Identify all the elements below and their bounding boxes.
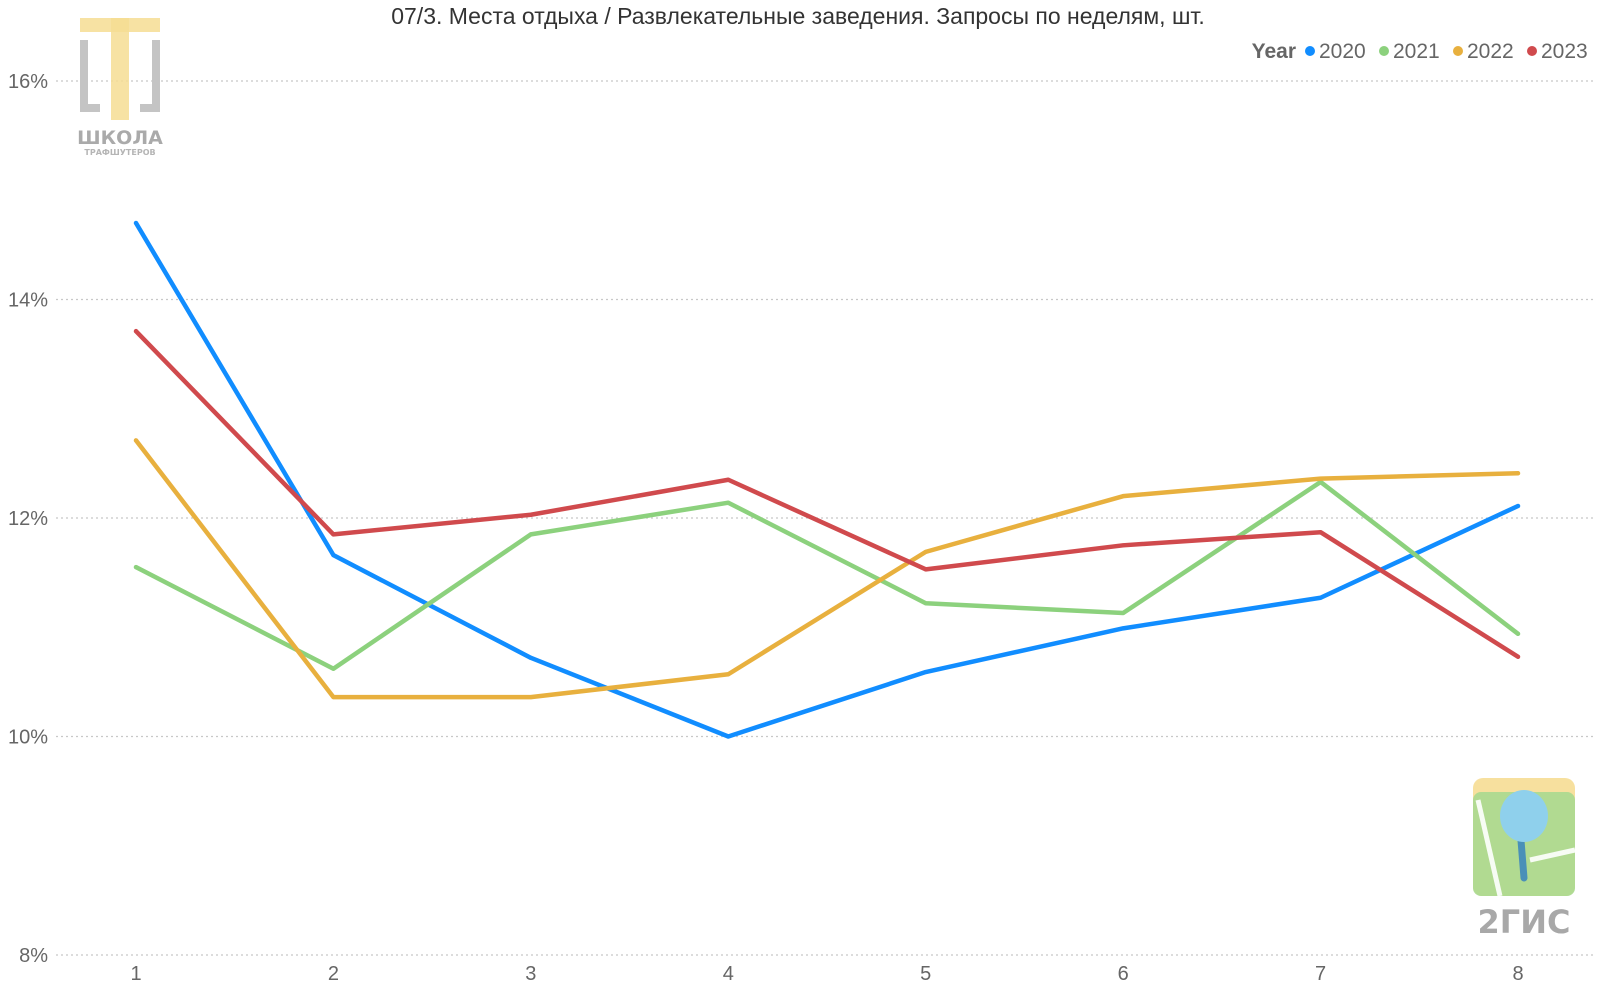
legend-label-2023: 2023 (1541, 40, 1588, 63)
data-point-2023-2 (331, 532, 336, 537)
y-tick-label: 10% (8, 727, 48, 749)
gis-logo-text: 2ГИС (1478, 903, 1571, 941)
x-tick-label: 5 (920, 963, 931, 985)
data-point-2022-1 (134, 438, 138, 443)
data-point-2021-1 (134, 565, 138, 570)
data-point-2022-2 (331, 695, 336, 700)
data-point-2021-4 (726, 500, 731, 505)
data-point-2023-3 (528, 512, 533, 517)
series-line-2022 (133, 438, 1521, 700)
data-point-2020-7 (1318, 595, 1323, 600)
y-tick-label: 12% (8, 508, 48, 530)
y-tick-label: 8% (19, 945, 48, 967)
y-tick-label: 16% (8, 71, 48, 93)
x-tick-label: 6 (1118, 963, 1129, 985)
data-point-2022-3 (528, 695, 533, 700)
data-point-2021-2 (331, 666, 336, 671)
x-tick-label: 3 (525, 963, 536, 985)
data-point-2023-5 (923, 567, 928, 572)
series-line-2021 (133, 479, 1521, 672)
x-tick-label: 2 (328, 963, 339, 985)
data-point-2020-8 (1516, 503, 1520, 508)
legend-marker-2022 (1453, 46, 1463, 56)
gis-logo: 2ГИС (1473, 778, 1576, 941)
legend-label-2020: 2020 (1319, 40, 1366, 63)
data-point-2021-5 (923, 601, 928, 606)
data-point-2021-8 (1516, 631, 1520, 636)
x-tick-label: 1 (130, 963, 141, 985)
data-point-2020-1 (134, 221, 138, 226)
data-point-2023-7 (1318, 530, 1323, 535)
data-point-2022-4 (726, 672, 731, 677)
data-point-2020-3 (528, 655, 533, 660)
gis-logo-pin-head (1500, 790, 1548, 842)
legend-label-2021: 2021 (1393, 40, 1440, 63)
legend-marker-2020 (1305, 46, 1315, 56)
chart-title: 07/3. Места отдыха / Развлекательные зав… (391, 3, 1205, 29)
x-axis-ticks: 1 2 3 4 5 6 7 8 (130, 963, 1523, 985)
data-point-2022-8 (1516, 471, 1520, 476)
data-point-2023-8 (1516, 654, 1520, 659)
school-logo-stem (111, 18, 129, 120)
data-point-2020-6 (1121, 626, 1126, 631)
x-tick-label: 7 (1315, 963, 1326, 985)
data-point-2020-4 (726, 734, 731, 739)
series-line-2023 (133, 328, 1521, 659)
data-point-2023-1 (134, 329, 138, 334)
legend-title: Year (1252, 40, 1296, 63)
school-logo-text: ШКОЛА (77, 127, 163, 149)
series-line-2020 (133, 220, 1521, 739)
data-point-2020-2 (331, 553, 336, 558)
data-point-2023-4 (726, 477, 731, 482)
data-point-2020-5 (923, 670, 928, 675)
legend-marker-2021 (1379, 46, 1389, 56)
data-point-2022-5 (923, 549, 928, 554)
legend-label-2022: 2022 (1467, 40, 1514, 63)
legend-marker-2023 (1527, 46, 1537, 56)
gis-logo-road (1475, 799, 1576, 897)
data-point-2021-3 (528, 532, 533, 537)
school-logo: ШКОЛА ТРАФШУТЕРОВ (77, 18, 163, 157)
y-tick-label: 14% (8, 290, 48, 312)
x-tick-label: 8 (1512, 963, 1523, 985)
data-point-2023-6 (1121, 543, 1126, 548)
legend: Year 2020 2021 2022 2023 (1252, 40, 1588, 63)
school-logo-subtext: ТРАФШУТЕРОВ (84, 148, 155, 157)
school-logo-right-bracket (140, 40, 160, 112)
y-axis-ticks: 8% 10% 12% 14% 16% (8, 71, 48, 967)
x-tick-label: 4 (723, 963, 734, 985)
school-logo-left-bracket (80, 40, 100, 112)
data-point-2022-6 (1121, 494, 1126, 499)
data-point-2021-6 (1121, 611, 1126, 616)
series-lines (133, 220, 1521, 739)
data-point-2022-7 (1318, 476, 1323, 481)
